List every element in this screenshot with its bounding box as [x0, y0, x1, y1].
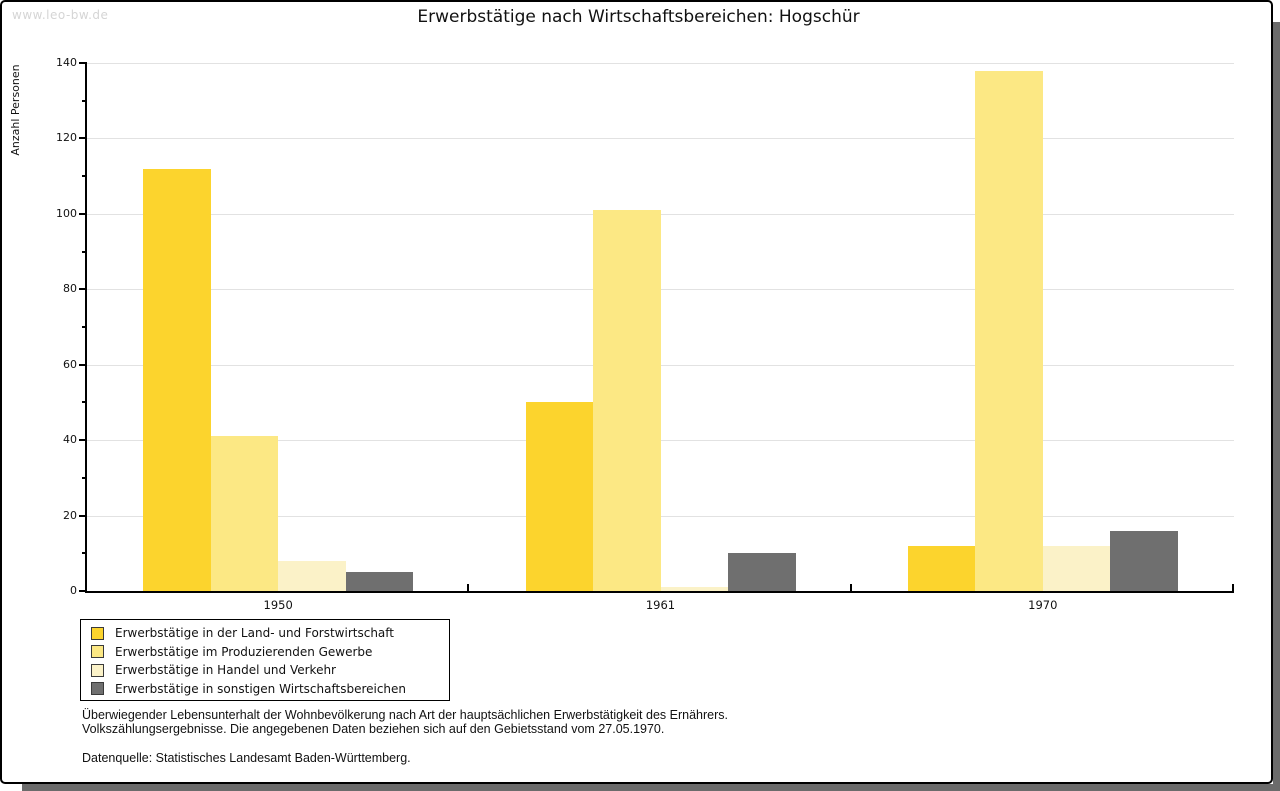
y-axis-tick	[79, 514, 87, 517]
bar	[660, 587, 728, 591]
y-axis-tick-label: 40	[63, 433, 77, 447]
y-axis-tick	[79, 590, 87, 592]
y-axis-minor-tick	[82, 552, 87, 555]
bar	[975, 70, 1043, 591]
legend-item: Erwerbstätige in der Land- und Forstwirt…	[81, 624, 449, 643]
x-axis-tick	[1232, 584, 1234, 591]
plot-area: 0 20 40 60 80 100 120 140 1950 1961 1970	[56, 56, 1234, 612]
x-axis-category-label: 1950	[263, 598, 293, 612]
gridline	[87, 213, 1234, 215]
y-axis-minor-tick	[82, 476, 87, 479]
legend-swatch	[91, 645, 104, 659]
x-axis-category-label: 1970	[1028, 598, 1058, 612]
y-axis-tick-label: 140	[56, 56, 77, 69]
y-axis-tick-label: 80	[63, 282, 77, 296]
y-axis-minor-tick	[82, 401, 87, 404]
y-axis-tick	[79, 137, 87, 140]
bar	[345, 572, 414, 591]
footer-note: Überwiegender Lebensunterhalt der Wohnbe…	[82, 708, 728, 736]
gridline	[87, 289, 1234, 291]
legend-item: Erwerbstätige in Handel und Verkehr	[81, 661, 449, 680]
y-axis-tick-label: 60	[63, 357, 77, 371]
legend-swatch	[91, 663, 104, 677]
y-axis-tick	[79, 439, 87, 442]
legend-item: Erwerbstätige in sonstigen Wirtschaftsbe…	[81, 680, 449, 699]
y-axis-tick-label: 100	[56, 206, 77, 220]
legend-label: Erwerbstätige in der Land- und Forstwirt…	[115, 626, 394, 641]
bar	[593, 210, 661, 591]
bar	[1110, 530, 1178, 591]
x-axis-category-label: 1961	[645, 598, 676, 612]
footer-line-2: Volkszählungsergebnisse. Die angegebenen…	[82, 721, 665, 736]
bar	[907, 545, 976, 591]
frame-shadow-bottom	[22, 784, 1280, 791]
gridline	[87, 63, 1234, 64]
y-axis-tick	[79, 212, 87, 215]
bar	[728, 553, 796, 591]
x-axis-tick	[849, 584, 852, 591]
x-axis-tick	[467, 584, 470, 591]
legend-label: Erwerbstätige in sonstigen Wirtschaftsbe…	[115, 681, 407, 696]
y-axis-minor-tick	[82, 250, 87, 253]
legend-item: Erwerbstätige im Produzierenden Gewerbe	[81, 643, 449, 662]
bar	[1042, 545, 1111, 591]
data-source: Datenquelle: Statistisches Landesamt Bad…	[82, 751, 411, 765]
y-axis-minor-tick	[82, 326, 87, 328]
y-axis-tick	[79, 363, 87, 366]
gridline	[87, 515, 1234, 517]
gridline	[87, 138, 1234, 140]
y-axis-minor-tick	[82, 175, 87, 178]
y-axis-tick-label: 120	[56, 131, 77, 145]
bar	[525, 402, 593, 591]
bar	[143, 168, 211, 591]
legend: Erwerbstätige in der Land- und Forstwirt…	[80, 619, 450, 701]
chart-title: Erwerbstätige nach Wirtschaftsbereichen:…	[417, 7, 860, 27]
y-axis-tick	[79, 62, 87, 64]
y-axis-tick	[79, 288, 87, 291]
legend-label: Erwerbstätige im Produzierenden Gewerbe	[115, 644, 373, 659]
gridline	[87, 440, 1234, 442]
watermark: www.leo-bw.de	[12, 8, 109, 22]
y-axis-minor-tick	[82, 99, 87, 102]
y-axis-tick-label: 20	[63, 508, 77, 522]
legend-label: Erwerbstätige in Handel und Verkehr	[115, 663, 336, 678]
gridline	[87, 364, 1234, 366]
y-axis-label: Anzahl Personen	[9, 64, 22, 156]
bar	[278, 560, 346, 591]
footer-line-1: Überwiegender Lebensunterhalt der Wohnbe…	[82, 708, 728, 722]
frame-shadow-right	[1273, 22, 1280, 791]
y-axis-tick-label: 0	[70, 584, 77, 597]
bar	[210, 436, 279, 591]
legend-swatch	[91, 626, 104, 640]
legend-swatch	[91, 682, 104, 696]
